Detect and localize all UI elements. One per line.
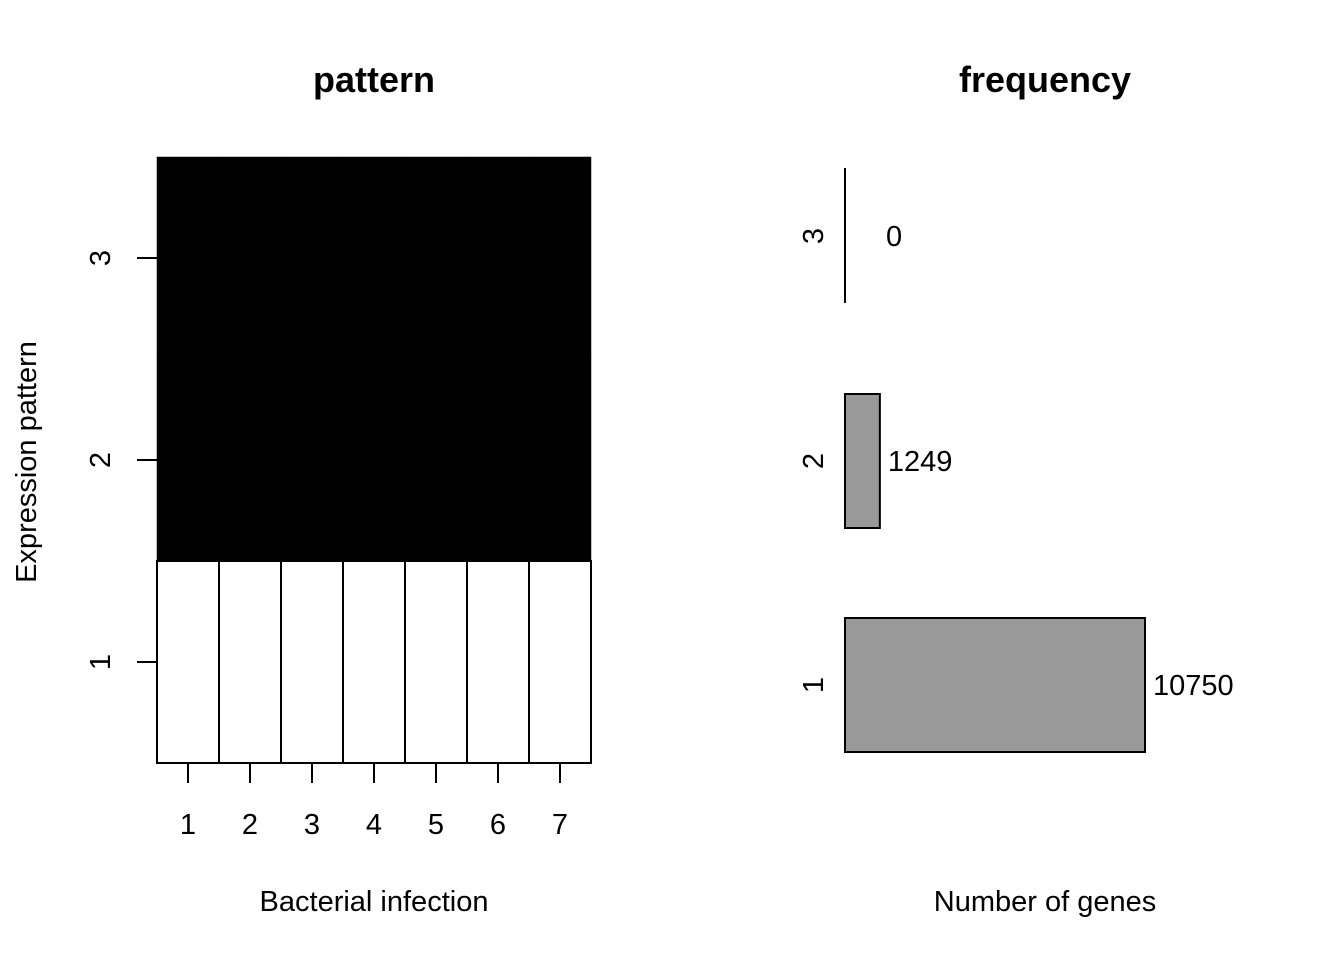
frequency-bars bbox=[844, 393, 1146, 753]
pattern-y-tick-label: 2 bbox=[85, 452, 117, 468]
pattern-x-axis: 1 2 3 4 5 6 7 bbox=[180, 762, 568, 841]
pattern-y-axis: 1 2 3 bbox=[85, 250, 157, 670]
frequency-data-labels: 10750 1249 0 bbox=[886, 221, 1234, 702]
frequency-data-label: 10750 bbox=[1153, 670, 1234, 702]
frequency-x-axis-label: Number of genes bbox=[934, 886, 1156, 918]
pattern-x-tick-label: 3 bbox=[304, 809, 320, 841]
frequency-data-label: 0 bbox=[886, 221, 902, 253]
frequency-bar-2 bbox=[844, 393, 881, 529]
frequency-category-label: 2 bbox=[798, 453, 830, 469]
pattern-cell-r3-c2 bbox=[218, 156, 282, 360]
frequency-title: frequency bbox=[959, 59, 1131, 100]
pattern-x-tick-label: 2 bbox=[242, 809, 258, 841]
pattern-cell-r2-c6 bbox=[466, 358, 530, 562]
pattern-cell-r3-c3 bbox=[280, 156, 344, 360]
pattern-x-tick-label: 7 bbox=[552, 809, 568, 841]
frequency-bar-1 bbox=[844, 617, 1146, 753]
frequency-category-label: 3 bbox=[798, 228, 830, 244]
pattern-x-tick-label: 6 bbox=[490, 809, 506, 841]
pattern-x-tick-label: 1 bbox=[180, 809, 196, 841]
pattern-y-tick-label: 1 bbox=[85, 654, 117, 670]
pattern-cell-r3-c4 bbox=[342, 156, 406, 360]
pattern-cell-r2-c2 bbox=[218, 358, 282, 562]
pattern-cell-r1-c7 bbox=[528, 560, 592, 764]
pattern-cell-r2-c3 bbox=[280, 358, 344, 562]
pattern-cell-r1-c3 bbox=[280, 560, 344, 764]
frequency-category-labels: 1 2 3 bbox=[798, 228, 830, 693]
pattern-cell-r3-c5 bbox=[404, 156, 468, 360]
pattern-x-axis-label: Bacterial infection bbox=[260, 886, 489, 918]
pattern-cell-r1-c4 bbox=[342, 560, 406, 764]
pattern-x-tick-label: 4 bbox=[366, 809, 382, 841]
pattern-y-axis-label: Expression pattern bbox=[11, 341, 43, 583]
pattern-cell-r2-c1 bbox=[156, 358, 220, 562]
pattern-title: pattern bbox=[313, 59, 435, 100]
frequency-panel: frequency 1 2 3 10750 1249 0 Number of genes bbox=[798, 59, 1234, 918]
frequency-data-label: 1249 bbox=[888, 446, 953, 478]
pattern-cell-r3-c1 bbox=[156, 156, 220, 360]
pattern-y-tick-label: 3 bbox=[85, 250, 117, 266]
frequency-category-label: 1 bbox=[798, 677, 830, 693]
pattern-cell-r1-c6 bbox=[466, 560, 530, 764]
pattern-cell-r2-c4 bbox=[342, 358, 406, 562]
pattern-cell-r1-c2 bbox=[218, 560, 282, 764]
pattern-cell-r3-c7 bbox=[528, 156, 592, 360]
pattern-x-tick-label: 5 bbox=[428, 809, 444, 841]
pattern-cells bbox=[156, 156, 592, 764]
pattern-cell-r3-c6 bbox=[466, 156, 530, 360]
pattern-cell-r2-c7 bbox=[528, 358, 592, 562]
pattern-cell-r2-c5 bbox=[404, 358, 468, 562]
pattern-cell-r1-c5 bbox=[404, 560, 468, 764]
pattern-cell-r1-c1 bbox=[156, 560, 220, 764]
